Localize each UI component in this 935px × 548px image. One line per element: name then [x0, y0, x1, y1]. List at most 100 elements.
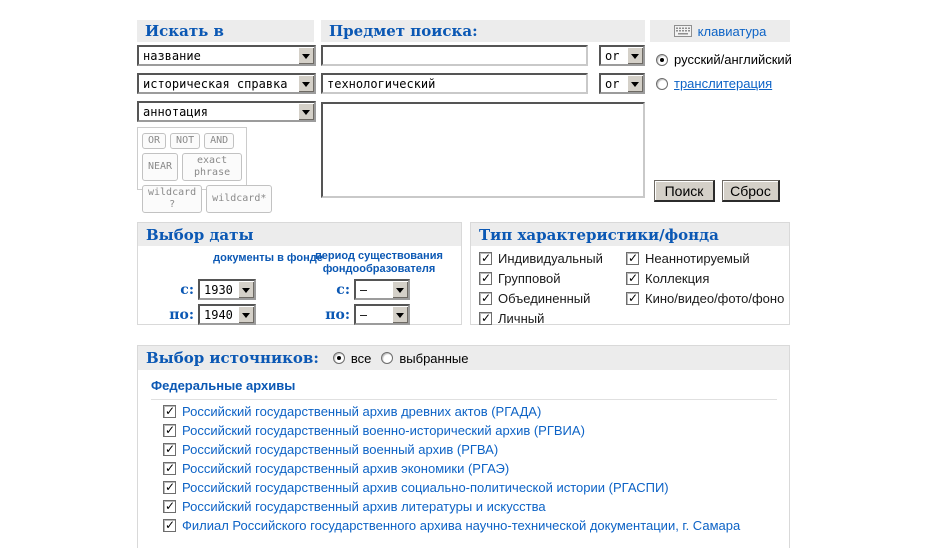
operator-select-2[interactable]: or [599, 73, 645, 94]
operator-select-1[interactable]: or [599, 45, 645, 66]
archive-link-rgva[interactable]: Российский государственный военный архив… [182, 442, 499, 457]
search-in-title: Искать в [145, 22, 224, 40]
docs-to-value: 1940 [204, 307, 233, 322]
search-button[interactable]: Поиск [654, 180, 715, 202]
operator-select-2-value: or [605, 76, 620, 91]
dropdown-arrow-icon[interactable] [238, 281, 254, 298]
radio-russian-english[interactable] [656, 53, 668, 66]
operator-and-button[interactable]: AND [204, 133, 235, 149]
down-triangle-icon [396, 287, 404, 297]
date-section: Выбор даты документы в фонде период суще… [137, 222, 462, 325]
archive-row: Российский государственный архив литерат… [163, 499, 546, 514]
operator-or-button[interactable]: OR [142, 133, 167, 149]
docs-to-select[interactable]: 1940 [198, 304, 256, 325]
search-field-select-3-value: аннотация [143, 104, 209, 119]
subject-header: Предмет поиска: [321, 20, 645, 42]
dropdown-arrow-icon[interactable] [392, 306, 408, 323]
radio-sources-all-label: все [350, 350, 372, 366]
subject-input-2[interactable] [321, 73, 588, 94]
checkbox-group[interactable] [479, 271, 492, 285]
keyboard-link[interactable]: клавиатура [697, 23, 767, 39]
dropdown-arrow-icon[interactable] [238, 306, 254, 323]
type-section-header: Тип характеристики/фонда [471, 223, 789, 246]
down-triangle-icon [631, 81, 639, 91]
search-in-header: Искать в [137, 20, 314, 42]
subject-textarea[interactable] [321, 102, 645, 198]
checkbox-cinema-video-photo[interactable] [626, 291, 639, 305]
type-checkbox-row: Групповой [479, 271, 560, 286]
operator-not-button[interactable]: NOT [170, 133, 201, 149]
operator-wildcard-star-button[interactable]: wildcard* [206, 185, 273, 213]
dropdown-arrow-icon[interactable] [627, 47, 643, 64]
checkbox-individual[interactable] [479, 251, 492, 265]
down-triangle-icon [242, 312, 250, 322]
radio-sources-selected-label: выбранные [399, 350, 469, 366]
type-checkbox-row: Личный [479, 311, 544, 326]
archive-link-rgae[interactable]: Российский государственный архив экономи… [182, 461, 510, 476]
radio-sources-selected[interactable] [381, 352, 394, 364]
radio-russian-english-label: русский/английский [674, 52, 792, 67]
down-triangle-icon [631, 53, 639, 63]
operator-exact-phrase-button[interactable]: exact phrase [182, 153, 242, 181]
transliteration-option-row: транслитерация [656, 76, 772, 91]
language-option-row: русский/английский [656, 52, 792, 67]
archive-link-rgaspi[interactable]: Российский государственный архив социаль… [182, 480, 669, 495]
dropdown-arrow-icon[interactable] [392, 281, 408, 298]
dropdown-arrow-icon[interactable] [298, 103, 314, 120]
dropdown-arrow-icon[interactable] [298, 75, 314, 92]
transliteration-link[interactable]: транслитерация [674, 76, 773, 91]
docs-from-value: 1930 [204, 282, 233, 297]
search-field-select-1-value: название [143, 48, 201, 63]
checkbox-non-annotated-label: Неаннотируемый [645, 251, 750, 266]
checkbox-personal-label: Личный [498, 311, 545, 326]
sources-section-title: Выбор источников: [146, 349, 319, 367]
period-from-select[interactable]: – [354, 279, 410, 300]
operator-row-3: wildcard ? wildcard* [142, 185, 273, 213]
checkbox-archive-rgantd-samara[interactable] [163, 518, 176, 532]
checkbox-united[interactable] [479, 291, 492, 305]
checkbox-personal[interactable] [479, 311, 492, 325]
search-field-select-1[interactable]: название [137, 45, 316, 66]
checkbox-cinema-video-photo-label: Кино/видео/фото/фоно [645, 291, 785, 306]
type-section-title: Тип характеристики/фонда [479, 225, 719, 244]
docs-from-label: с: [180, 282, 194, 298]
archive-row: Филиал Российского государственного архи… [163, 518, 740, 533]
reset-button[interactable]: Сброс [722, 180, 780, 202]
checkbox-united-label: Объединенный [498, 291, 591, 306]
archive-row: Российский государственный военный архив… [163, 442, 498, 457]
archive-row: Российский государственный архив экономи… [163, 461, 509, 476]
checkbox-collection[interactable] [626, 271, 639, 285]
operator-buttons-box: OR NOT AND NEAR exact phrase wildcard ? … [137, 127, 273, 213]
type-section: Тип характеристики/фонда Индивидуальный … [470, 222, 790, 326]
dropdown-arrow-icon[interactable] [627, 75, 643, 92]
subject-input-1[interactable] [321, 45, 588, 66]
search-field-select-2[interactable]: историческая справка [137, 73, 316, 94]
checkbox-archive-rgali[interactable] [163, 499, 176, 513]
down-triangle-icon [302, 81, 310, 91]
archive-row: Российский государственный военно-истори… [163, 423, 585, 438]
checkbox-non-annotated[interactable] [626, 251, 639, 265]
dropdown-arrow-icon[interactable] [298, 47, 314, 64]
operator-wildcard-q-button[interactable]: wildcard ? [142, 185, 203, 213]
checkbox-archive-rgada[interactable] [163, 404, 176, 418]
checkbox-archive-rgva[interactable] [163, 442, 176, 456]
archive-link-rgali[interactable]: Российский государственный архив литерат… [182, 499, 546, 514]
archive-link-rgada[interactable]: Российский государственный архив древних… [182, 404, 542, 419]
archive-link-rgvia[interactable]: Российский государственный военно-истори… [182, 423, 585, 438]
checkbox-archive-rgaspi[interactable] [163, 480, 176, 494]
operator-near-button[interactable]: NEAR [142, 153, 179, 181]
search-field-select-3[interactable]: аннотация [137, 101, 316, 122]
checkbox-archive-rgvia[interactable] [163, 423, 176, 437]
archive-link-rgantd-samara[interactable]: Филиал Российского государственного архи… [182, 518, 741, 533]
date-section-title: Выбор даты [146, 225, 254, 244]
type-checkbox-row: Объединенный [479, 291, 590, 306]
checkbox-archive-rgae[interactable] [163, 461, 176, 475]
radio-transliteration[interactable] [656, 77, 668, 90]
archive-row: Российский государственный архив социаль… [163, 480, 669, 495]
docs-from-select[interactable]: 1930 [198, 279, 256, 300]
sources-section: Выбор источников: все выбранные Федераль… [137, 345, 790, 548]
sources-all-option: все [332, 350, 372, 366]
down-triangle-icon [302, 109, 310, 119]
radio-sources-all[interactable] [332, 352, 345, 364]
period-to-select[interactable]: – [354, 304, 410, 325]
